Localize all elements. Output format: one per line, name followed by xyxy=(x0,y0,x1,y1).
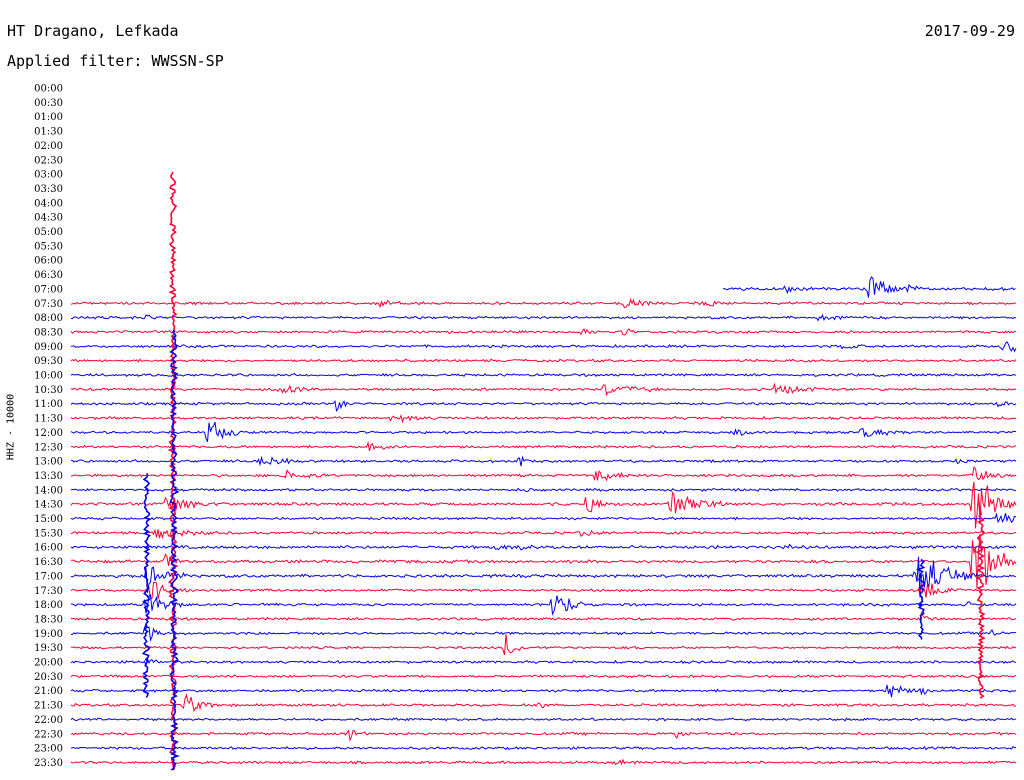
time-label-1830: 18:30 xyxy=(34,614,63,625)
time-label-1000: 10:00 xyxy=(34,371,63,382)
time-label-1930: 19:30 xyxy=(34,643,63,654)
trace-2230 xyxy=(70,729,1017,742)
time-label-1200: 12:00 xyxy=(34,428,63,439)
trace-0730 xyxy=(70,298,1017,309)
trace-1300 xyxy=(71,455,1017,467)
trace-0930 xyxy=(70,358,1017,363)
time-label-0900: 09:00 xyxy=(34,342,63,353)
trace-1230 xyxy=(70,441,1016,452)
time-label-1500: 15:00 xyxy=(34,514,63,525)
time-label-0000: 00:00 xyxy=(34,84,63,95)
time-label-1330: 13:30 xyxy=(34,471,63,482)
time-label-0130: 01:30 xyxy=(34,127,63,138)
time-label-2130: 21:30 xyxy=(34,701,63,712)
trace-1400 xyxy=(70,487,1017,493)
event-spike-3 xyxy=(975,501,986,699)
time-label-1100: 11:00 xyxy=(34,399,63,410)
event-spikes xyxy=(141,171,986,771)
time-label-2030: 20:30 xyxy=(34,672,63,683)
trace-2030 xyxy=(70,674,1017,679)
trace-2130 xyxy=(70,693,1017,713)
trace-0800 xyxy=(70,313,1017,322)
time-label-0730: 07:30 xyxy=(34,299,63,310)
time-label-1900: 19:00 xyxy=(34,629,63,640)
time-label-2300: 23:00 xyxy=(34,744,63,755)
date-label: 2017-09-29 xyxy=(924,22,1015,40)
trace-1930 xyxy=(70,634,1017,655)
time-label-2230: 22:30 xyxy=(34,729,63,740)
trace-1800 xyxy=(70,593,1017,616)
trace-1000 xyxy=(70,372,1017,378)
time-label-1800: 18:00 xyxy=(34,600,63,611)
time-label-0300: 03:00 xyxy=(34,170,63,181)
trace-1700 xyxy=(70,556,1017,598)
time-label-0830: 08:30 xyxy=(34,327,63,338)
trace-0700 xyxy=(722,276,1016,298)
trace-1900 xyxy=(70,622,1017,642)
trace-1730 xyxy=(70,582,1017,600)
trace-1530 xyxy=(70,528,1017,540)
time-label-0930: 09:30 xyxy=(34,356,63,367)
seismic-traces xyxy=(70,276,1017,766)
trace-0830 xyxy=(70,328,1017,336)
time-label-0400: 04:00 xyxy=(34,198,63,209)
time-label-1300: 13:00 xyxy=(34,457,63,468)
time-label-1600: 16:00 xyxy=(34,543,63,554)
trace-1100 xyxy=(70,399,1017,412)
trace-1600 xyxy=(70,543,1017,551)
time-label-0530: 05:30 xyxy=(34,241,63,252)
event-spike-4 xyxy=(915,558,926,640)
time-label-1700: 17:00 xyxy=(34,571,63,582)
time-label-0500: 05:00 xyxy=(34,227,63,238)
time-label-1430: 14:30 xyxy=(34,500,63,511)
time-label-1630: 16:30 xyxy=(34,557,63,568)
time-label-0200: 02:00 xyxy=(34,141,63,152)
trace-2100 xyxy=(70,684,1017,698)
time-label-0630: 06:30 xyxy=(34,270,63,281)
event-spike-1 xyxy=(169,329,180,771)
time-label-0800: 08:00 xyxy=(34,313,63,324)
trace-2300 xyxy=(70,745,1017,751)
trace-1130 xyxy=(70,414,1017,424)
time-label-0030: 00:30 xyxy=(34,98,63,109)
time-label-1730: 17:30 xyxy=(34,586,63,597)
time-label-1130: 11:30 xyxy=(34,414,63,425)
station-title: HT Dragano, Lefkada xyxy=(7,22,179,40)
time-label-2200: 22:00 xyxy=(34,715,63,726)
trace-2330 xyxy=(70,758,1017,766)
time-label-2000: 20:00 xyxy=(34,658,63,669)
time-label-2330: 23:30 xyxy=(34,758,63,769)
time-label-0100: 01:00 xyxy=(34,112,63,123)
time-label-0700: 07:00 xyxy=(34,284,63,295)
time-label-1530: 15:30 xyxy=(34,528,63,539)
time-label-1400: 14:00 xyxy=(34,485,63,496)
trace-0900 xyxy=(71,341,1017,353)
trace-1500 xyxy=(70,512,1017,524)
time-label-0430: 04:30 xyxy=(34,213,63,224)
time-label-2100: 21:00 xyxy=(34,686,63,697)
event-spike-2 xyxy=(141,473,151,698)
trace-2200 xyxy=(70,717,1017,722)
time-label-1230: 12:30 xyxy=(34,442,63,453)
trace-1630 xyxy=(71,534,1017,589)
trace-1830 xyxy=(70,610,1017,622)
time-label-0600: 06:00 xyxy=(34,256,63,267)
trace-1200 xyxy=(70,421,1017,443)
time-label-0230: 02:30 xyxy=(34,155,63,166)
trace-1430 xyxy=(70,481,1017,529)
trace-1330 xyxy=(70,466,1017,482)
time-label-1030: 10:30 xyxy=(34,385,63,396)
time-tick-labels: 00:00 00:30 01:00 01:30 02:00 02:30 03:00 03:30… xyxy=(34,84,63,769)
filter-label: Applied filter: WWSSN-SP xyxy=(7,52,224,70)
trace-2000 xyxy=(70,656,1017,668)
trace-1030 xyxy=(70,382,1017,397)
time-label-0330: 03:30 xyxy=(34,184,63,195)
